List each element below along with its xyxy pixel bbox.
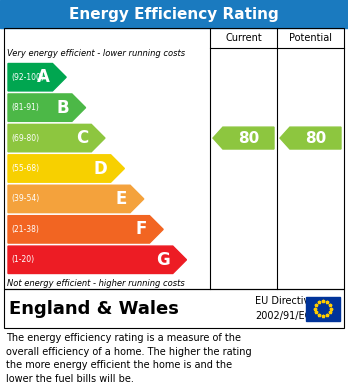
Text: B: B [56, 99, 69, 117]
Text: (81-91): (81-91) [11, 103, 39, 112]
Text: Not energy efficient - higher running costs: Not energy efficient - higher running co… [7, 279, 185, 288]
Text: (92-100): (92-100) [11, 73, 44, 82]
Text: F: F [135, 221, 147, 239]
Polygon shape [8, 63, 66, 91]
Text: England & Wales: England & Wales [9, 300, 179, 317]
Text: (69-80): (69-80) [11, 134, 39, 143]
Bar [306, 296, 340, 321]
Text: (21-38): (21-38) [11, 225, 39, 234]
Bar [4, 28, 344, 289]
Text: 80: 80 [238, 131, 259, 145]
Text: (39-54): (39-54) [11, 194, 39, 203]
Text: (55-68): (55-68) [11, 164, 39, 173]
Text: Energy Efficiency Rating: Energy Efficiency Rating [69, 7, 279, 22]
Polygon shape [8, 185, 144, 213]
Text: G: G [156, 251, 170, 269]
Polygon shape [213, 127, 274, 149]
Text: E: E [116, 190, 127, 208]
Polygon shape [8, 94, 86, 121]
Polygon shape [8, 155, 124, 182]
Text: EU Directive
2002/91/EC: EU Directive 2002/91/EC [255, 296, 315, 321]
Text: (1-20): (1-20) [11, 255, 34, 264]
Text: Current: Current [225, 33, 262, 43]
Polygon shape [280, 127, 341, 149]
Polygon shape [8, 124, 105, 152]
Text: 80: 80 [305, 131, 326, 145]
Text: A: A [37, 68, 49, 86]
Bar [0, 0, 348, 28]
Text: D: D [94, 160, 108, 178]
Polygon shape [8, 216, 163, 243]
Text: Potential: Potential [289, 33, 332, 43]
Text: C: C [76, 129, 88, 147]
Polygon shape [8, 246, 187, 273]
Text: Very energy efficient - lower running costs: Very energy efficient - lower running co… [7, 49, 185, 58]
Bar [4, 289, 344, 328]
Text: The energy efficiency rating is a measure of the
overall efficiency of a home. T: The energy efficiency rating is a measur… [6, 333, 252, 384]
